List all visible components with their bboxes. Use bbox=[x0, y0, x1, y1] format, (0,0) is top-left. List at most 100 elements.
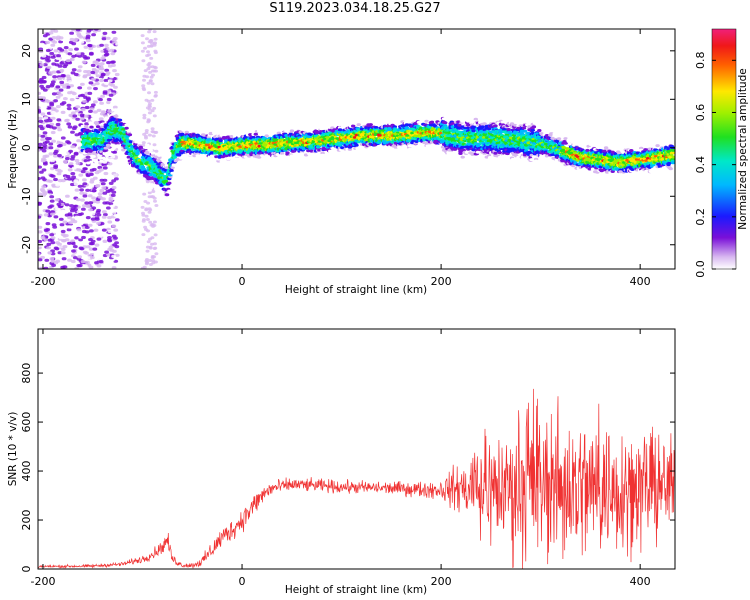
spectrogram-cell bbox=[110, 101, 115, 106]
spectrogram-cell bbox=[152, 114, 157, 118]
spectrogram-cell bbox=[69, 84, 74, 88]
spectrogram-cell bbox=[87, 86, 92, 90]
spectrogram-cell bbox=[148, 220, 153, 224]
spectrogram-cell bbox=[80, 154, 86, 158]
spectrogram-cell bbox=[65, 59, 71, 63]
spectrogram-cell bbox=[64, 238, 70, 242]
spectrogram-cell bbox=[72, 245, 78, 249]
spectrogram-cell bbox=[133, 131, 138, 135]
spectrogram-cell bbox=[88, 201, 94, 205]
spectrogram-cell bbox=[48, 146, 54, 150]
spectrogram-cell bbox=[41, 149, 47, 153]
spectrogram-cell bbox=[46, 246, 51, 250]
spectrogram-cell bbox=[113, 213, 119, 217]
spectrogram-cell bbox=[49, 257, 55, 261]
spectrogram-cell bbox=[80, 170, 86, 174]
spectrogram-cell bbox=[59, 68, 65, 73]
spectrogram-cell bbox=[76, 139, 81, 143]
spectrogram-cell bbox=[48, 89, 54, 93]
spectrogram-cell bbox=[151, 224, 156, 228]
spectrogram-cell bbox=[458, 152, 463, 155]
spectrogram-cell bbox=[98, 117, 104, 121]
spectrogram-cell bbox=[47, 238, 53, 242]
spectrogram-cell bbox=[42, 34, 48, 38]
spectrogram-cell bbox=[96, 221, 101, 225]
spectrogram-cell bbox=[46, 242, 52, 246]
spectrogram-cell bbox=[78, 94, 83, 98]
spectrogram-cell bbox=[40, 236, 46, 240]
spectrogram-cell bbox=[154, 149, 159, 153]
spectrogram-cell bbox=[89, 125, 94, 129]
spectrogram-cell bbox=[77, 34, 82, 38]
spectrogram-cell bbox=[38, 119, 44, 123]
spectrogram-cell bbox=[66, 122, 72, 126]
spectrogram-cell bbox=[173, 164, 179, 168]
spectrogram-cell bbox=[49, 199, 55, 203]
spectrogram-cell bbox=[68, 221, 73, 225]
spectrogram-cell bbox=[219, 159, 224, 163]
spectrogram-cell bbox=[49, 51, 55, 56]
spectrogram-cell bbox=[98, 260, 104, 264]
spectrogram-cell bbox=[49, 122, 55, 126]
spectrogram-cell bbox=[146, 201, 151, 205]
spectrogram-cell bbox=[388, 152, 393, 156]
spectrogram-cell bbox=[110, 193, 116, 197]
spectrogram-cell bbox=[77, 255, 82, 259]
spectrogram-cell bbox=[153, 94, 158, 98]
spectrogram-cell bbox=[100, 125, 105, 128]
spectrogram-cell bbox=[88, 121, 93, 125]
spectrogram-cell bbox=[41, 54, 47, 58]
spectrogram-cell bbox=[79, 113, 85, 117]
spectrogram-cell bbox=[78, 96, 84, 100]
spectrogram-cell bbox=[147, 210, 152, 214]
spectrogram-cell bbox=[107, 236, 112, 240]
spectrogram-cell bbox=[150, 127, 155, 131]
spectrogram-cell bbox=[58, 30, 64, 34]
spectrogram-cell bbox=[355, 119, 360, 123]
spectrogram-cell bbox=[452, 147, 458, 151]
spectrogram-cell bbox=[95, 197, 101, 202]
spectrogram-cell bbox=[48, 37, 54, 41]
spectrogram-cell bbox=[152, 106, 157, 110]
spectrogram-cell bbox=[143, 46, 147, 50]
spectrogram-cell bbox=[276, 156, 281, 160]
spectrogram-cell bbox=[48, 179, 53, 183]
spectrogram-cell bbox=[40, 159, 46, 163]
spectrogram-cell bbox=[71, 68, 77, 72]
spectrogram-cell bbox=[70, 145, 76, 149]
spectrogram-cell bbox=[84, 105, 90, 110]
spectrogram-cell bbox=[89, 184, 95, 188]
spectrogram-cell bbox=[152, 143, 157, 147]
spectrogram-cell bbox=[107, 238, 112, 242]
spectrogram-cell bbox=[85, 31, 91, 35]
spectrogram-cell bbox=[149, 183, 154, 187]
spectrogram-cell bbox=[38, 49, 44, 54]
spectrogram-cell bbox=[148, 39, 153, 43]
spectrogram-cell bbox=[94, 54, 100, 59]
spectrogram-cell bbox=[60, 265, 66, 269]
spectrogram-cell bbox=[38, 133, 42, 138]
spectrogram-cell bbox=[86, 29, 92, 33]
spectrogram-cell bbox=[48, 152, 54, 156]
spectrogram-cell bbox=[63, 46, 69, 50]
spectrogram-cell bbox=[55, 183, 60, 187]
spectrogram-cell bbox=[144, 98, 149, 102]
spectrogram-cell bbox=[472, 157, 477, 161]
spectrogram-cell bbox=[185, 125, 191, 129]
spectrogram-cell bbox=[140, 41, 145, 45]
spectrogram-cell bbox=[503, 162, 508, 166]
spectrogram-cell bbox=[147, 133, 152, 137]
spectrogram-cell bbox=[89, 160, 94, 164]
spectrogram-cell bbox=[87, 223, 93, 227]
spectrogram-cell bbox=[153, 90, 158, 94]
spectrogram-cell bbox=[53, 49, 59, 53]
spectrogram-cell bbox=[47, 78, 53, 82]
spectrogram-cell bbox=[106, 100, 111, 105]
spectrogram-cell bbox=[65, 140, 70, 144]
spectrogram-cell bbox=[71, 111, 76, 115]
spectrogram-cell bbox=[38, 239, 43, 244]
spectrogram-cell bbox=[74, 215, 80, 219]
spectrogram-cell bbox=[88, 265, 94, 269]
spectrogram-cell bbox=[38, 225, 43, 229]
spectrogram-cell bbox=[95, 184, 100, 188]
